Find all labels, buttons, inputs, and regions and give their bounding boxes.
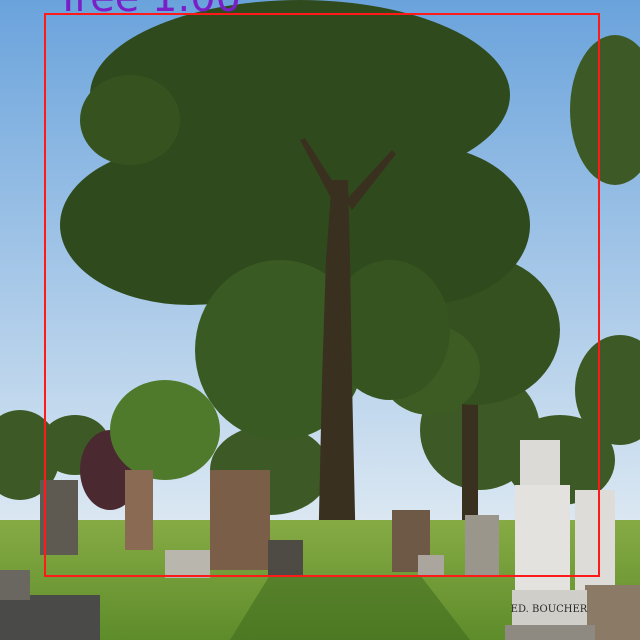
headstones: ED. BOUCHER: [0, 440, 640, 640]
background-trees: [0, 35, 640, 515]
main-tree-canopy: [60, 0, 530, 440]
tree-shadow: [230, 575, 470, 640]
tall-monument: ED. BOUCHER: [505, 440, 595, 640]
main-tree-trunk: [318, 180, 356, 560]
headstone-inscription: ED. BOUCHER: [511, 604, 588, 615]
detection-label: Tree 1.00: [56, 0, 241, 18]
